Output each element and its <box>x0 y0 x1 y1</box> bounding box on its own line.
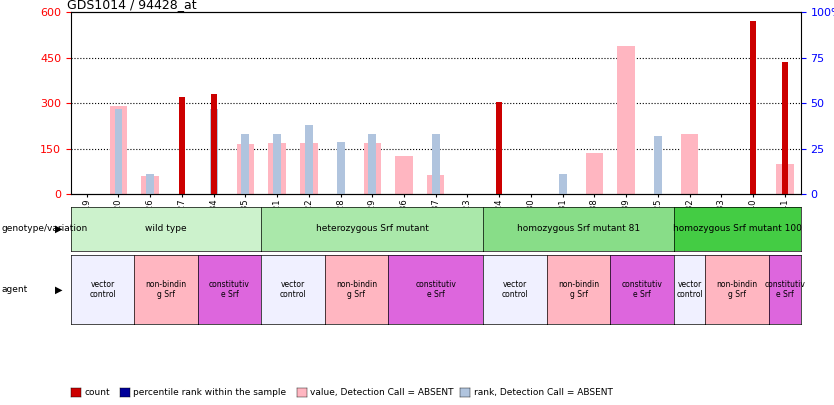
Bar <box>114 109 123 194</box>
Text: non-bindin
g Srf: non-bindin g Srf <box>558 280 599 299</box>
Bar <box>395 156 413 194</box>
Text: count: count <box>84 388 110 397</box>
Bar <box>274 134 281 194</box>
Bar <box>364 143 381 194</box>
Text: value, Detection Call = ABSENT: value, Detection Call = ABSENT <box>310 388 454 397</box>
Text: vector
control: vector control <box>502 280 529 299</box>
Bar <box>559 175 566 194</box>
Bar <box>305 125 313 194</box>
Text: constitutiv
e Srf: constitutiv e Srf <box>209 280 250 299</box>
Bar <box>209 109 218 194</box>
Text: constitutiv
e Srf: constitutiv e Srf <box>764 280 805 299</box>
Text: non-bindin
g Srf: non-bindin g Srf <box>145 280 187 299</box>
Bar <box>211 94 217 194</box>
Bar <box>300 143 318 194</box>
Text: wild type: wild type <box>145 224 187 233</box>
Text: genotype/variation: genotype/variation <box>2 224 88 233</box>
Bar <box>681 134 698 194</box>
Text: non-bindin
g Srf: non-bindin g Srf <box>716 280 758 299</box>
Bar <box>496 102 502 194</box>
Text: homozygous Srf mutant 81: homozygous Srf mutant 81 <box>517 224 641 233</box>
Text: homozygous Srf mutant 100: homozygous Srf mutant 100 <box>673 224 801 233</box>
Bar <box>781 62 788 194</box>
Bar <box>369 134 376 194</box>
Text: vector
control: vector control <box>89 280 116 299</box>
Bar <box>146 175 154 194</box>
Text: non-bindin
g Srf: non-bindin g Srf <box>336 280 377 299</box>
Text: vector
control: vector control <box>676 280 703 299</box>
Bar <box>110 107 128 194</box>
Bar <box>237 144 254 194</box>
Bar <box>269 143 286 194</box>
Bar <box>585 153 603 194</box>
Bar <box>750 21 756 194</box>
Bar <box>142 176 159 194</box>
Text: heterozygous Srf mutant: heterozygous Srf mutant <box>316 224 429 233</box>
Bar <box>654 136 662 194</box>
Bar <box>776 164 793 194</box>
Text: ▶: ▶ <box>55 224 63 234</box>
Text: agent: agent <box>2 285 28 294</box>
Bar <box>427 175 445 194</box>
Text: constitutiv
e Srf: constitutiv e Srf <box>621 280 662 299</box>
Bar <box>617 46 635 194</box>
Text: GDS1014 / 94428_at: GDS1014 / 94428_at <box>68 0 197 11</box>
Text: percentile rank within the sample: percentile rank within the sample <box>133 388 286 397</box>
Text: ▶: ▶ <box>55 285 63 294</box>
Bar <box>242 134 249 194</box>
Text: constitutiv
e Srf: constitutiv e Srf <box>415 280 456 299</box>
Bar <box>337 142 344 194</box>
Bar <box>432 134 440 194</box>
Text: rank, Detection Call = ABSENT: rank, Detection Call = ABSENT <box>474 388 613 397</box>
Bar <box>178 97 185 194</box>
Text: vector
control: vector control <box>279 280 306 299</box>
